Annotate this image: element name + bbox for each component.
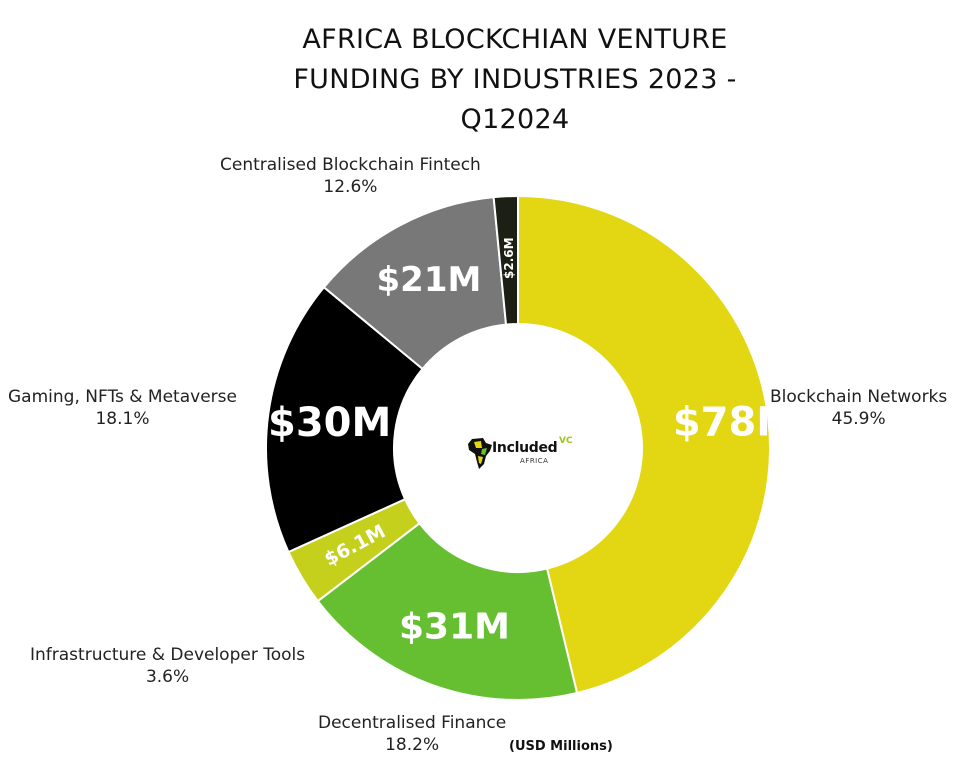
data-label-unlabeled: $2.6M bbox=[502, 237, 516, 279]
category-label: Centralised Blockchain Fintech bbox=[220, 155, 481, 175]
percent-label: 3.6% bbox=[145, 667, 190, 687]
percent-label: 18.1% bbox=[95, 409, 150, 429]
data-label-decentralised-finance: $31M bbox=[399, 607, 510, 648]
percent-label: 12.6% bbox=[323, 177, 378, 197]
legend-label-gaming-nfts-metaverse: Gaming, NFTs & Metaverse 18.1% bbox=[8, 386, 237, 430]
legend-label-decentralised-finance: Decentralised Finance 18.2% bbox=[318, 712, 506, 756]
slice-unlabeled bbox=[492, 194, 519, 326]
legend-label-centralised-blockchain-fintech: Centralised Blockchain Fintech 12.6% bbox=[220, 154, 481, 198]
donut-hole bbox=[395, 325, 641, 571]
category-label: Infrastructure & Developer Tools bbox=[30, 645, 306, 665]
category-label: Gaming, NFTs & Metaverse bbox=[8, 387, 237, 407]
chart-title-line-3: Q12024 bbox=[460, 104, 570, 135]
unit-note: (USD Millions) bbox=[509, 739, 613, 754]
slice-blockchain-networks bbox=[517, 194, 771, 695]
legend-label-blockchain-networks: Blockchain Networks 45.9% bbox=[770, 386, 947, 430]
legend-label-infrastructure-developer-tools: Infrastructure & Developer Tools 3.6% bbox=[30, 644, 305, 688]
africa-map-icon bbox=[468, 438, 492, 469]
data-label-centralised-blockchain-fintech: $21M bbox=[377, 260, 482, 300]
logo-name: Included bbox=[492, 440, 558, 456]
slice-decentralised-finance bbox=[316, 521, 579, 701]
logo-superscript: VC bbox=[559, 436, 573, 446]
chart-title-line-1: AFRICA BLOCKCHIAN VENTURE bbox=[302, 24, 728, 55]
data-label-gaming-nfts-metaverse: $30M bbox=[268, 400, 391, 446]
category-label: Decentralised Finance bbox=[318, 713, 507, 733]
chart-title: AFRICA BLOCKCHIAN VENTURE FUNDING BY IND… bbox=[250, 20, 780, 140]
logo-subtitle: AFRICA bbox=[520, 457, 549, 465]
percent-label: 18.2% bbox=[385, 735, 440, 755]
data-label-blockchain-networks: $78M bbox=[673, 399, 796, 445]
category-label: Blockchain Networks bbox=[770, 387, 948, 407]
chart-title-line-2: FUNDING BY INDUSTRIES 2023 - bbox=[293, 64, 737, 95]
slice-gaming-nfts-metaverse bbox=[265, 285, 424, 554]
included-vc-logo: Included VC AFRICA bbox=[462, 434, 573, 474]
percent-label: 45.9% bbox=[831, 409, 886, 429]
